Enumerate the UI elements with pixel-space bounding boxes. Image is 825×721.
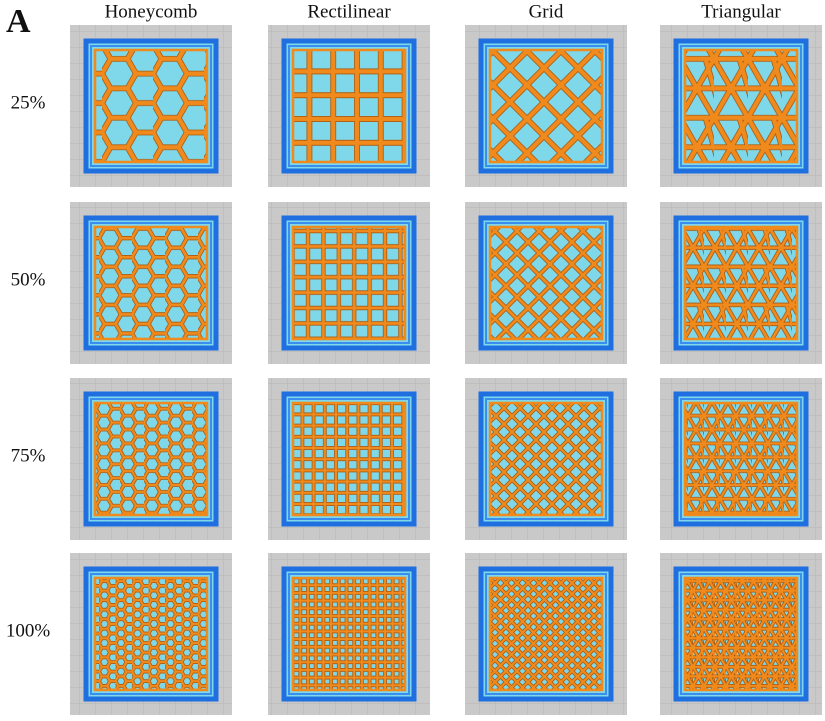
infill [291,401,407,517]
infill [488,48,604,164]
infill-tile [268,25,430,187]
infill-tile [70,378,232,540]
infill-tile [268,378,430,540]
inner-perimeter [680,45,802,167]
infill-tile [70,202,232,364]
inner-perimeter [680,398,802,520]
column-header: Grid [529,1,564,22]
row-label: 25% [11,92,46,113]
inner-perimeter [288,222,410,344]
infill [291,225,407,341]
infill-tile [465,25,627,187]
column-header: Honeycomb [105,1,198,22]
inner-perimeter [288,45,410,167]
inner-perimeter [90,573,212,695]
infill [683,225,799,341]
row-label: 100% [6,620,51,641]
infill [93,401,209,517]
row-label: 50% [11,269,46,290]
infill-tile [660,202,822,364]
infill-tile [268,202,430,364]
infill-tile [465,553,627,715]
infill-tile [70,25,232,187]
infill [683,48,799,164]
infill-tile [660,25,822,187]
infill [488,225,604,341]
inner-perimeter [485,222,607,344]
row-label: 75% [11,445,46,466]
infill [291,576,407,692]
inner-perimeter [90,45,212,167]
infill-tile [70,553,232,715]
column-header: Rectilinear [307,1,391,22]
column-header: Triangular [701,1,781,22]
inner-perimeter [485,398,607,520]
infill [291,48,407,164]
infill [488,401,604,517]
inner-perimeter [485,573,607,695]
inner-perimeter [288,398,410,520]
infill-tile [660,553,822,715]
infill [683,576,799,692]
infill-tile [660,378,822,540]
inner-perimeter [90,398,212,520]
infill [488,576,604,692]
inner-perimeter [288,573,410,695]
inner-perimeter [90,222,212,344]
infill [93,48,209,164]
infill [93,576,209,692]
infill-tile [465,378,627,540]
infill [93,225,209,341]
panel-label: A [6,3,31,40]
inner-perimeter [680,573,802,695]
inner-perimeter [485,45,607,167]
infill-tile [268,553,430,715]
infill [683,401,799,517]
inner-perimeter [680,222,802,344]
infill-tile [465,202,627,364]
